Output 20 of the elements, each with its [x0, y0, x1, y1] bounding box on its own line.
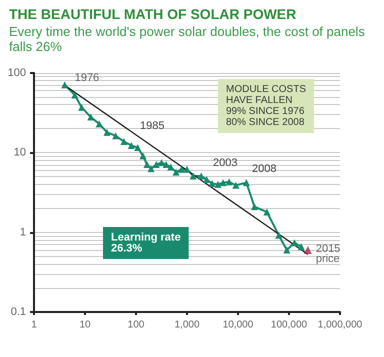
annotation: 1976 — [74, 72, 100, 84]
y-tick-label: 100 — [8, 67, 26, 79]
x-tick-label: 10,000 — [222, 320, 254, 330]
chart-title: THE BEAUTIFUL MATH OF SOLAR POWER — [9, 6, 296, 22]
x-tick-label: 10 — [79, 320, 91, 330]
y-tick-label: 0.1 — [10, 306, 26, 318]
annotation: 2003 — [213, 157, 238, 169]
y-tick-label: 1 — [20, 226, 26, 238]
annotation: MODULE COSTS HAVE FALLEN 99% SINCE 1976 80% SINCE 2008 — [226, 84, 306, 128]
annotation: 2008 — [252, 163, 276, 175]
annotation: Learning rate 26.3% — [111, 232, 181, 254]
x-tick-label: 100 — [128, 320, 145, 330]
chart-subtitle: Every time the world's power solar doubles, the cost of panels falls 26% — [9, 24, 368, 54]
x-tick-label: 100,000 — [270, 320, 308, 330]
x-tick-label: 1 — [31, 320, 38, 330]
x-tick-label: 1,000,000 — [318, 320, 363, 330]
x-tick-label: 1,000 — [174, 320, 200, 330]
annotation: 2015 price — [316, 243, 340, 266]
annotation: 1985 — [140, 120, 164, 132]
y-tick-label: 10 — [14, 146, 26, 159]
